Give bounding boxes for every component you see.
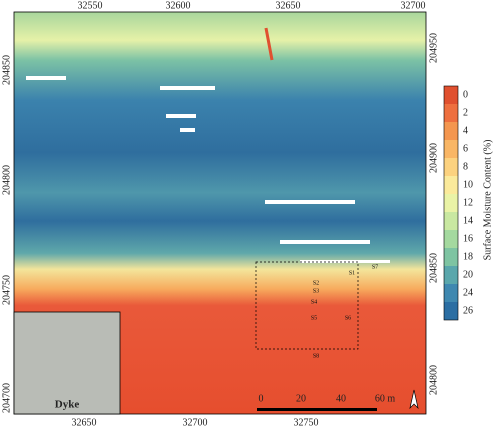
y-tick-label: 204850 [428,253,439,283]
inset-label: Dyke [55,399,80,411]
colorbar-cell [444,248,458,266]
streak [265,200,355,204]
colorbar-label: 16 [463,233,473,244]
x-tick-label: 32700 [401,0,426,11]
colorbar-label: 14 [463,215,473,226]
colorbar-cell [444,140,458,158]
colorbar-cell [444,158,458,176]
station-label: S4 [311,299,317,305]
y-tick-label: 204700 [1,383,12,413]
colorbar-label: 26 [463,305,473,316]
colorbar-label: 24 [463,287,473,298]
colorbar-cell [444,86,458,104]
colorbar-label: 4 [463,125,468,136]
colorbar-label: 8 [463,161,468,172]
station-label: S5 [311,315,317,321]
x-tick-label: 32700 [183,417,208,428]
x-tick-label: 32650 [72,417,97,428]
scale-label: 60 m [375,393,396,404]
station-label: S8 [313,353,319,359]
colorbar-label: 12 [463,197,473,208]
y-tick-label: 204800 [428,365,439,395]
y-tick-label: 204900 [428,143,439,173]
streak [26,76,66,80]
colorbar-cell [444,266,458,284]
colorbar-label: 6 [463,143,468,154]
scale-label: 40 [336,393,346,404]
colorbar-cell [444,302,458,320]
y-tick-label: 204800 [1,165,12,195]
streak [180,128,195,132]
streak [300,260,390,263]
colorbar-cell [444,104,458,122]
station-label: S6 [345,315,351,321]
colorbar-cell [444,122,458,140]
colorbar-label: 2 [463,107,468,118]
colorbar-label: 20 [463,269,473,280]
x-tick-label: 32550 [78,0,103,11]
x-tick-label: 32750 [294,417,319,428]
inset-photo [13,311,121,415]
no-data-streaks [26,76,390,263]
y-tick-label: 204850 [1,55,12,85]
scale-bar [257,408,377,411]
station-label: S3 [313,288,319,294]
colorbar-label: 10 [463,179,473,190]
colorbar-label: 18 [463,251,473,262]
colorbar-cell [444,230,458,248]
station-label: S7 [372,264,378,270]
colorbar-cell [444,212,458,230]
colorbar-cell [444,284,458,302]
colorbar-cell [444,176,458,194]
x-tick-label: 32650 [276,0,301,11]
red-feature [264,27,274,61]
y-tick-label: 204750 [1,275,12,305]
colorbar-cell [444,194,458,212]
study-area-box [255,261,359,350]
colorbar-frame [443,85,459,321]
station-label: S1 [349,270,355,276]
streak [166,114,196,118]
x-tick-label: 32600 [166,0,191,11]
scale-label: 0 [259,393,264,404]
colorbar-title: Surface Moisture Content (%) [482,140,493,261]
north-arrow [409,389,419,410]
y-tick-label: 204950 [428,33,439,63]
streak [160,86,215,90]
scale-label: 20 [296,393,306,404]
streak [280,240,370,244]
station-label: S2 [313,280,319,286]
colorbar-label: 0 [463,89,468,100]
